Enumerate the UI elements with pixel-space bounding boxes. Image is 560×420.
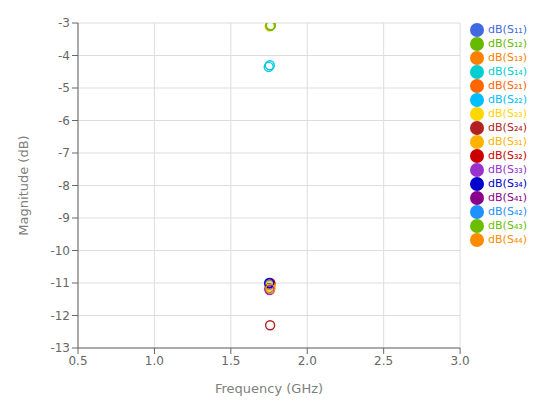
html-text:dB(S₂₄): dB(S₂₄) — [488, 121, 527, 134]
svg-text:-11: -11 — [50, 276, 70, 290]
svg-text:-8: -8 — [58, 179, 70, 193]
html-text:dB(S₃₄): dB(S₃₄) — [488, 177, 527, 190]
html-text:dB(S₃₃): dB(S₃₃) — [488, 163, 527, 176]
html-text:dB(S₃₂): dB(S₃₂) — [488, 149, 527, 162]
svg-text:-13: -13 — [50, 341, 70, 355]
svg-text:-7: -7 — [58, 146, 70, 160]
svg-text:2.5: 2.5 — [374, 354, 393, 368]
html-text:dB(S₂₂): dB(S₂₂) — [488, 93, 527, 106]
svg-text:-9: -9 — [58, 211, 70, 225]
svg-text:-3: -3 — [58, 16, 70, 30]
html-text:dB(S₁₁): dB(S₁₁) — [488, 23, 527, 36]
svg-text:1.0: 1.0 — [145, 354, 164, 368]
svg-text:1.5: 1.5 — [221, 354, 240, 368]
svg-text:2.0: 2.0 — [298, 354, 317, 368]
html-text:dB(S₃₁): dB(S₃₁) — [488, 135, 527, 148]
html-text:dB(S₄₂): dB(S₄₂) — [488, 205, 527, 218]
html-text:dB(S₁₂): dB(S₁₂) — [488, 37, 527, 50]
html-text:dB(S₄₁): dB(S₄₁) — [488, 191, 527, 204]
html-text:dB(S₄₄): dB(S₄₄) — [488, 233, 527, 246]
svg-text:3.0: 3.0 — [451, 354, 470, 368]
svg-text:Frequency (GHz): Frequency (GHz) — [215, 381, 323, 396]
html-text:dB(S₁₃): dB(S₁₃) — [488, 51, 527, 64]
svg-text:0.5: 0.5 — [68, 354, 87, 368]
svg-text:-4: -4 — [58, 49, 70, 63]
svg-text:-12: -12 — [50, 309, 70, 323]
svg-text:-5: -5 — [58, 81, 70, 95]
svg-text:-6: -6 — [58, 114, 70, 128]
html-text:dB(S₂₁): dB(S₂₁) — [488, 79, 527, 92]
svg-text:Magnitude (dB): Magnitude (dB) — [16, 135, 31, 235]
svg-text:-10: -10 — [50, 244, 70, 258]
html-text:dB(S₂₃): dB(S₂₃) — [488, 107, 527, 120]
html-text:dB(S₁₄): dB(S₁₄) — [488, 65, 527, 78]
html-text:dB(S₄₃): dB(S₄₃) — [488, 219, 527, 232]
